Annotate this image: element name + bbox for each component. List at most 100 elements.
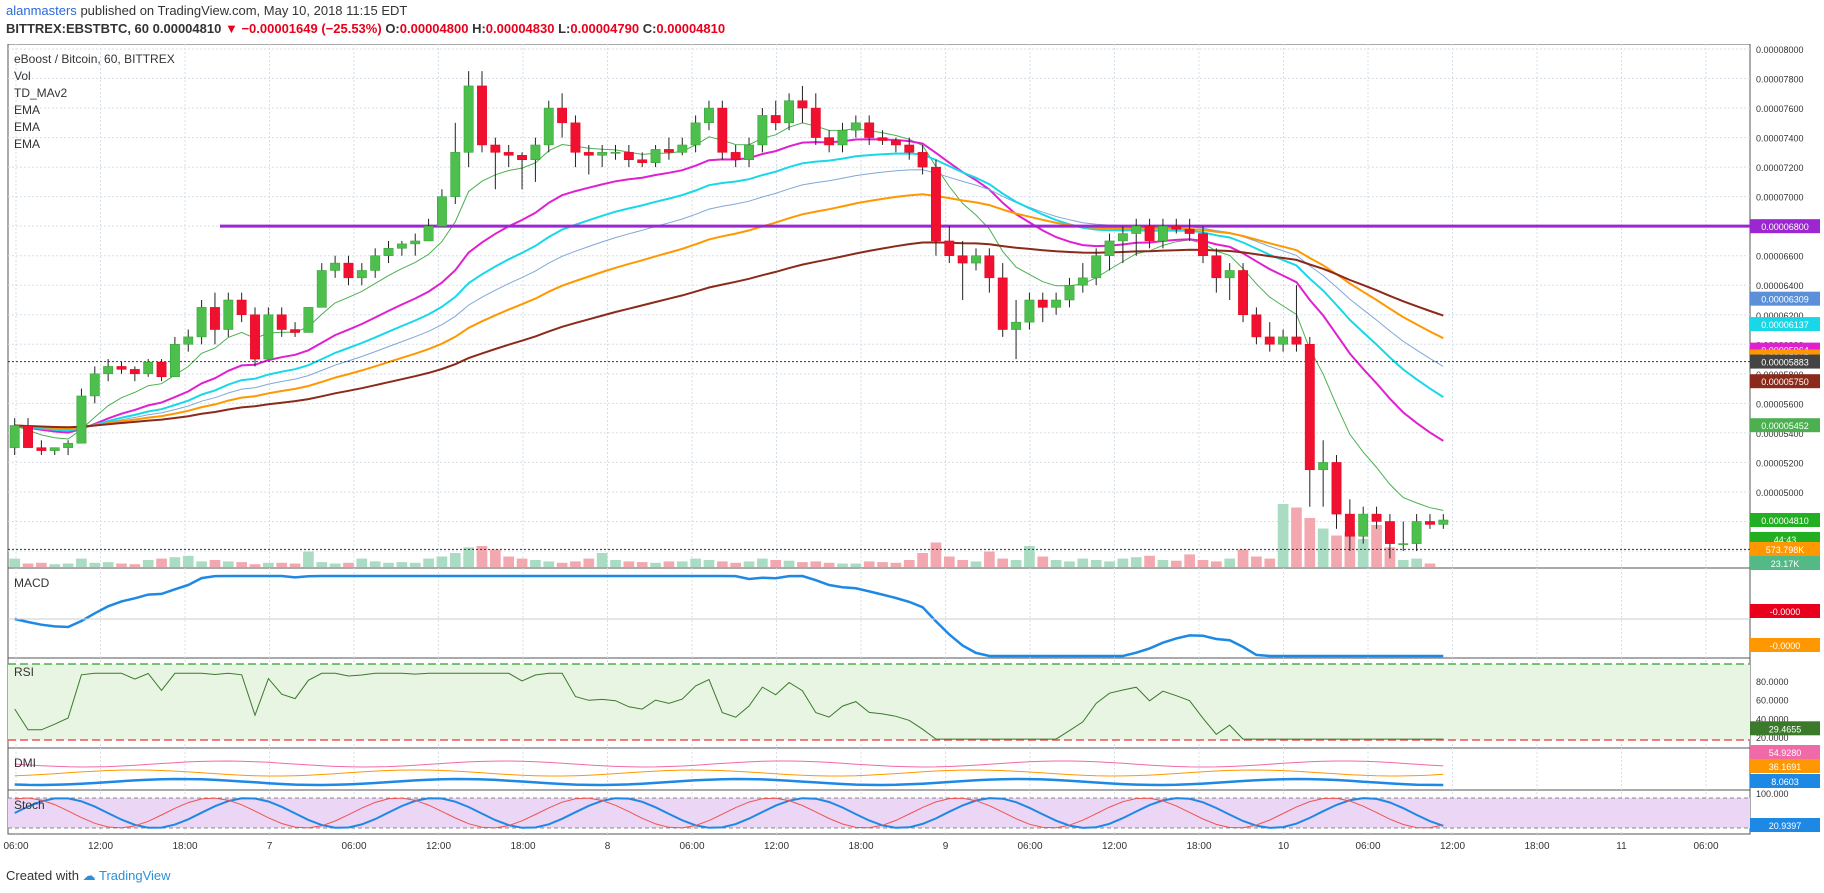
candle-body: [129, 369, 140, 375]
volume-bar: [476, 546, 488, 567]
volume-bar: [917, 553, 928, 567]
candle-body: [396, 243, 407, 249]
volume-bar: [877, 562, 888, 567]
volume-bar: [970, 561, 982, 567]
volume-bar: [236, 562, 247, 567]
price-badge-label: 0.00006800: [1761, 222, 1809, 232]
volume-bar: [129, 564, 141, 567]
candle-body: [1371, 513, 1382, 522]
time-tick-label: 9: [943, 841, 949, 852]
volume-bar: [409, 562, 421, 567]
candle-body: [543, 107, 554, 146]
volume-bar: [383, 562, 394, 567]
volume-bar: [1010, 560, 1022, 567]
volume-bar: [676, 561, 688, 567]
candle-body: [650, 149, 661, 163]
volume-bar: [1224, 558, 1236, 567]
stoch-band: [8, 798, 1750, 828]
close-label: C:: [642, 21, 657, 36]
volume-bar: [9, 558, 21, 567]
volume-bar: [690, 558, 701, 567]
candle-body: [1131, 225, 1142, 234]
candle-body: [423, 225, 434, 242]
volume-bar: [957, 560, 968, 567]
candle-body: [1104, 240, 1115, 256]
candle-body: [824, 137, 835, 146]
stoch-line: [14, 797, 1444, 829]
author-link[interactable]: alanmasters: [6, 3, 77, 18]
volume-bar: [503, 556, 515, 567]
candle-body: [997, 277, 1008, 330]
candle-body: [276, 314, 287, 330]
time-tick-label: 18:00: [1186, 841, 1211, 852]
candle-body: [744, 144, 754, 160]
price-badge-label: 0.00006137: [1761, 320, 1809, 330]
volume-bar: [757, 558, 768, 567]
volume-bar: [196, 561, 207, 567]
tradingview-link[interactable]: TradingView: [99, 868, 171, 883]
candle-body: [610, 152, 621, 154]
candle-body: [971, 255, 981, 264]
legend-ema-1[interactable]: EMA: [14, 103, 41, 117]
volume-bar: [1317, 528, 1329, 567]
volume-bar: [356, 558, 368, 567]
high-label: H:: [472, 21, 486, 36]
candle-body: [850, 122, 861, 131]
dmi-label[interactable]: DMI: [14, 756, 36, 770]
candle-body: [784, 100, 795, 124]
volume-bar: [1211, 561, 1222, 567]
price-badge-label: 0.00004810: [1761, 516, 1809, 526]
candle-body: [503, 152, 514, 156]
volume-bar: [142, 560, 154, 567]
price-tick-label: 0.00008000: [1756, 45, 1804, 55]
ema-line: [14, 169, 1444, 430]
legend-title[interactable]: eBoost / Bitcoin, 60, BITTREX: [14, 52, 175, 66]
candle-body: [984, 255, 995, 279]
legend-vol[interactable]: Vol: [14, 69, 31, 83]
legend-tdma[interactable]: TD_MAv2: [14, 86, 68, 100]
macd-badge-label: -0.0000: [1770, 641, 1801, 651]
time-tick-label: 12:00: [764, 841, 789, 852]
candle-body: [957, 255, 968, 264]
created-with-text: Created with: [6, 868, 79, 883]
dmi-line: [14, 777, 1444, 787]
volume-bar: [1144, 555, 1155, 567]
down-arrow-icon: ▼: [224, 21, 238, 36]
rsi-tick-label: 60.0000: [1756, 696, 1789, 706]
legend-ema-3[interactable]: EMA: [14, 137, 41, 151]
chart-canvas[interactable]: 0.00008000 0.00007800 0.00007600 0.00007400…: [0, 44, 1824, 860]
last-price: 0.00004810: [152, 21, 222, 36]
macd-label[interactable]: MACD: [14, 576, 50, 590]
volume-bar: [102, 562, 114, 567]
stoch-badge-label: 20.9397: [1769, 821, 1802, 831]
price-tick-label: 0.00006400: [1756, 281, 1804, 291]
open-value: 0.00004800: [399, 21, 469, 36]
time-tick-label: 12:00: [426, 841, 451, 852]
rsi-label[interactable]: RSI: [14, 665, 35, 679]
candle-body: [9, 425, 20, 448]
candle-body: [1278, 336, 1289, 345]
candle-body: [1011, 321, 1021, 330]
time-tick-label: 12:00: [1440, 841, 1465, 852]
dmi-badge-label: 8.0603: [1771, 777, 1799, 787]
volume-bar: [36, 562, 47, 567]
candle-body: [370, 255, 381, 271]
rsi-tick-label: 40.0000: [1756, 714, 1789, 724]
volume-bar: [396, 562, 408, 567]
tradingview-logo-icon: ☁: [82, 868, 96, 883]
volume-bar: [984, 551, 995, 567]
volume-bar: [797, 562, 808, 567]
candle-body: [1291, 336, 1302, 345]
candle-body: [210, 307, 220, 330]
legend-ema-2[interactable]: EMA: [14, 120, 41, 134]
stoch-label[interactable]: Stoch: [14, 798, 45, 812]
volume-bar: [1237, 549, 1249, 567]
price-tick-label: 0.00006600: [1756, 252, 1804, 262]
candle-body: [303, 307, 314, 333]
rsi-band: [8, 664, 1750, 740]
time-tick-label: 8: [605, 841, 611, 852]
candle-body: [1264, 336, 1275, 345]
volume-bar: [169, 557, 181, 567]
candle-body: [1117, 233, 1128, 242]
footer: Created with ☁ TradingView: [6, 868, 171, 884]
